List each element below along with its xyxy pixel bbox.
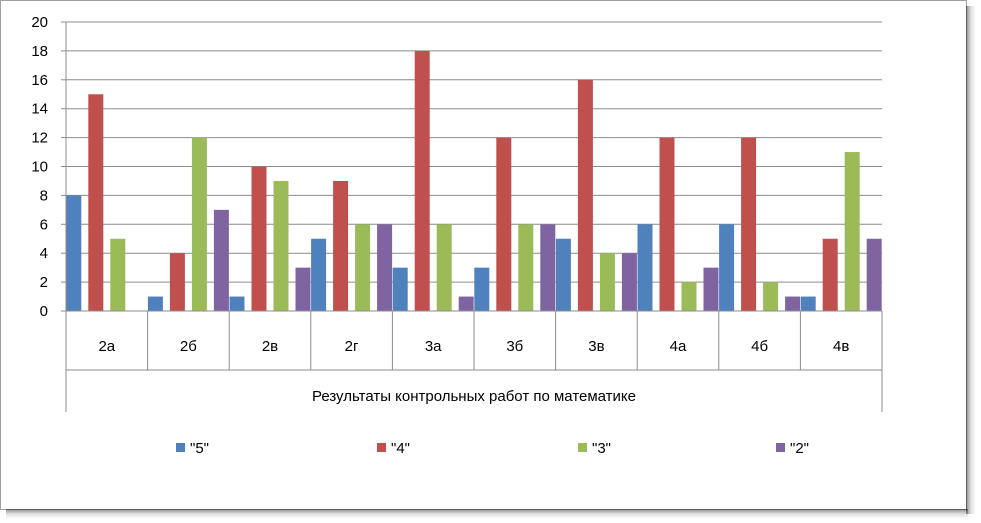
category-label: 3а — [425, 338, 442, 355]
bar — [785, 296, 801, 311]
chart-frame — [0, 0, 967, 510]
bar — [703, 267, 719, 311]
y-tick-label: 6 — [40, 216, 48, 233]
bar — [599, 253, 615, 311]
legend-swatch — [578, 443, 587, 452]
frame-shadow-right — [966, 6, 976, 514]
y-tick-label: 14 — [31, 101, 48, 118]
bar — [88, 94, 104, 311]
y-tick-label: 8 — [40, 187, 48, 204]
y-tick-label: 0 — [40, 303, 48, 320]
frame-shadow-bottom — [6, 509, 968, 519]
legend: "5" "4" "3" "2" — [176, 440, 809, 457]
bar — [458, 296, 474, 311]
legend-label: "5" — [190, 440, 209, 457]
legend-label: "4" — [391, 440, 410, 457]
bar — [110, 238, 126, 311]
bar — [377, 224, 393, 311]
bar — [555, 238, 571, 311]
bar — [436, 224, 452, 311]
bar — [844, 152, 860, 311]
y-tick-label: 18 — [31, 43, 48, 60]
bar — [273, 180, 289, 311]
x-axis-categories: 2а 2б 2в 2г 3а 3б 3в 4а 4б 4в — [98, 311, 849, 370]
y-tick-label: 20 — [31, 14, 48, 31]
bar — [659, 137, 675, 311]
bar — [540, 224, 556, 311]
category-label: 4в — [833, 338, 849, 355]
bar — [741, 137, 757, 311]
bar — [414, 50, 430, 312]
category-label: 2г — [345, 338, 359, 355]
bar — [333, 180, 349, 311]
bar — [474, 267, 490, 311]
bar — [213, 209, 229, 311]
x-axis-title: Результаты контрольных работ по математи… — [312, 388, 636, 405]
bar — [800, 296, 816, 311]
bar — [518, 224, 534, 311]
category-label: 2б — [180, 338, 197, 355]
bar — [637, 224, 653, 311]
legend-swatch — [176, 443, 185, 452]
bar — [295, 267, 311, 311]
legend-swatch — [377, 443, 386, 452]
category-label: 3в — [588, 338, 604, 355]
bar — [392, 267, 408, 311]
bar — [866, 238, 882, 311]
bar — [355, 224, 371, 311]
y-tick-label: 16 — [31, 72, 48, 89]
gridlines — [66, 21, 882, 283]
bar — [229, 296, 245, 311]
y-tick-label: 2 — [40, 274, 48, 291]
legend-label: "3" — [592, 440, 611, 457]
bar — [311, 238, 327, 311]
bar — [147, 296, 163, 311]
category-label: 2в — [262, 338, 278, 355]
legend-label: "2" — [790, 440, 809, 457]
bar — [169, 253, 185, 311]
bar — [719, 224, 735, 311]
category-label: 2а — [98, 338, 115, 355]
y-tick-label: 12 — [31, 130, 48, 147]
bar — [763, 282, 779, 311]
y-tick-label: 4 — [40, 245, 48, 262]
bar — [251, 166, 267, 311]
category-label: 4б — [751, 338, 768, 355]
bar — [496, 137, 512, 311]
bar — [191, 137, 207, 311]
bar — [681, 282, 697, 311]
category-label: 4а — [670, 338, 687, 355]
bar — [822, 238, 838, 311]
category-label: 3б — [506, 338, 523, 355]
bar — [577, 79, 593, 311]
bar — [621, 253, 637, 311]
y-axis-ticks: 0 2 4 6 8 10 12 14 16 18 20 — [31, 14, 66, 320]
legend-swatch — [776, 443, 785, 452]
bars — [66, 50, 882, 312]
bar — [66, 195, 82, 311]
y-tick-label: 10 — [31, 159, 48, 176]
